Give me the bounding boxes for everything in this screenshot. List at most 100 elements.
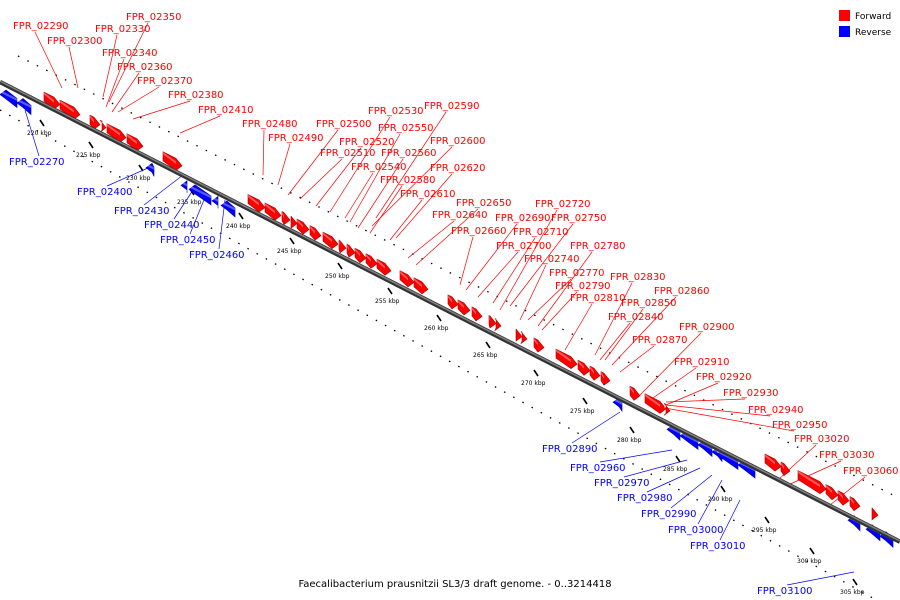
forward-gene-block: [247, 194, 266, 213]
reverse-leader-line: [670, 474, 713, 509]
tick-label: 275 kbp: [570, 408, 595, 415]
forward-gene-block: [494, 318, 502, 332]
forward-gene-label: FPR_02330: [95, 24, 151, 35]
tick-mark: [582, 397, 588, 405]
forward-gene-block: [43, 91, 61, 110]
gene-block-shade: [60, 100, 74, 113]
gene-block-shade: [838, 490, 843, 499]
forward-leader-line: [787, 460, 842, 486]
reverse-gene-label: FPR_02960: [570, 463, 626, 474]
legend-label-reverse: Reverse: [855, 28, 892, 38]
tick-mark: [675, 455, 681, 463]
legend-swatch-forward: [839, 10, 850, 21]
forward-leader-line: [277, 143, 291, 186]
forward-gene-label: FPR_02500: [316, 119, 372, 130]
gene-block-shade: [534, 338, 538, 346]
forward-gene-label: FPR_02810: [570, 293, 626, 304]
forward-leader-line: [111, 72, 140, 113]
gene-block-shade: [601, 371, 604, 379]
forward-leader-line: [492, 237, 536, 304]
forward-gene-label: FPR_02700: [496, 241, 552, 252]
tick-mark: [238, 212, 244, 220]
gene-block-shade: [472, 306, 476, 315]
reverse-leader-line: [218, 199, 226, 250]
forward-leader-line: [604, 308, 644, 361]
reverse-gene-label: FPR_03000: [668, 525, 724, 536]
gene-block-shade: [645, 393, 660, 407]
forward-gene-label: FPR_02770: [549, 268, 605, 279]
forward-gene-block: [515, 328, 523, 342]
reverse-leader-line: [173, 189, 194, 220]
forward-gene-block: [555, 348, 578, 370]
gene-block-shade: [765, 454, 775, 465]
forward-leader-line: [105, 58, 125, 108]
tick-label: 280 kbp: [617, 437, 642, 444]
gene-block-shade: [414, 277, 422, 288]
gene-block-shade: [489, 315, 490, 322]
forward-gene-block: [162, 151, 183, 171]
forward-leader-line: [594, 282, 633, 356]
forward-gene-label: FPR_02290: [13, 21, 69, 32]
gene-block-shade: [44, 92, 54, 103]
tick-label: 255 kbp: [375, 298, 400, 305]
gene-block-shade: [495, 318, 496, 325]
forward-gene-label: FPR_02950: [772, 420, 828, 431]
gene-block-shade: [590, 366, 594, 374]
forward-leader-line: [665, 404, 771, 417]
forward-gene-label: FPR_02910: [674, 357, 730, 368]
forward-leader-line: [465, 223, 518, 291]
forward-gene-label: FPR_02780: [570, 241, 626, 252]
forward-gene-label: FPR_02860: [654, 286, 710, 297]
tick-mark: [387, 287, 393, 295]
forward-gene-block: [533, 337, 545, 353]
tick-label: 265 kbp: [473, 352, 498, 359]
forward-leader-line: [509, 223, 574, 307]
tick-mark: [764, 516, 770, 524]
forward-leader-line: [407, 220, 455, 259]
forward-leader-line: [639, 332, 702, 396]
tick-mark: [852, 578, 858, 586]
tick-mark: [436, 314, 442, 322]
tick-label: 240 kbp: [226, 223, 251, 230]
reverse-leader-line: [623, 459, 688, 478]
tick-mark: [629, 426, 635, 434]
forward-gene-label: FPR_02870: [632, 335, 688, 346]
forward-leader-line: [34, 31, 63, 89]
forward-gene-block: [849, 496, 861, 512]
tick-label: 270 kbp: [521, 380, 546, 387]
forward-leader-line: [179, 115, 221, 134]
forward-gene-block: [290, 215, 298, 229]
forward-leader-line: [349, 133, 401, 223]
gene-block-shade: [127, 133, 137, 145]
forward-gene-label: FPR_02740: [524, 254, 580, 265]
legend-label-forward: Forward: [855, 12, 891, 22]
forward-gene-block: [309, 225, 322, 241]
reverse-gene-label: FPR_02970: [594, 478, 650, 489]
gene-blocks: [0, 89, 894, 548]
gene-block-shade: [323, 232, 332, 243]
forward-gene-label: FPR_02710: [513, 227, 569, 238]
forward-gene-label: FPR_02300: [47, 36, 103, 47]
gene-block-shade: [163, 151, 176, 164]
forward-gene-block: [871, 507, 879, 521]
forward-leader-line: [619, 345, 655, 373]
forward-gene-block: [780, 461, 791, 477]
forward-gene-label: FPR_02840: [608, 312, 664, 323]
forward-leader-line: [477, 251, 519, 298]
forward-leader-line: [499, 209, 558, 311]
reverse-gene-label: FPR_03010: [690, 541, 746, 552]
forward-leader-line: [599, 322, 631, 361]
gene-block-shade: [17, 98, 31, 109]
gene-block-shade: [100, 121, 102, 126]
forward-gene-block: [296, 218, 310, 235]
gene-block-shade: [146, 163, 154, 170]
forward-gene-label: FPR_02520: [339, 137, 395, 148]
gene-block-shade: [458, 299, 464, 309]
label-leader-lines: [24, 22, 866, 586]
backbone-highlight: [0, 80, 900, 542]
forward-gene-block: [600, 371, 611, 386]
forward-leader-line: [375, 111, 447, 219]
gene-block-shade: [248, 194, 259, 206]
gene-block-shade: [265, 203, 275, 214]
